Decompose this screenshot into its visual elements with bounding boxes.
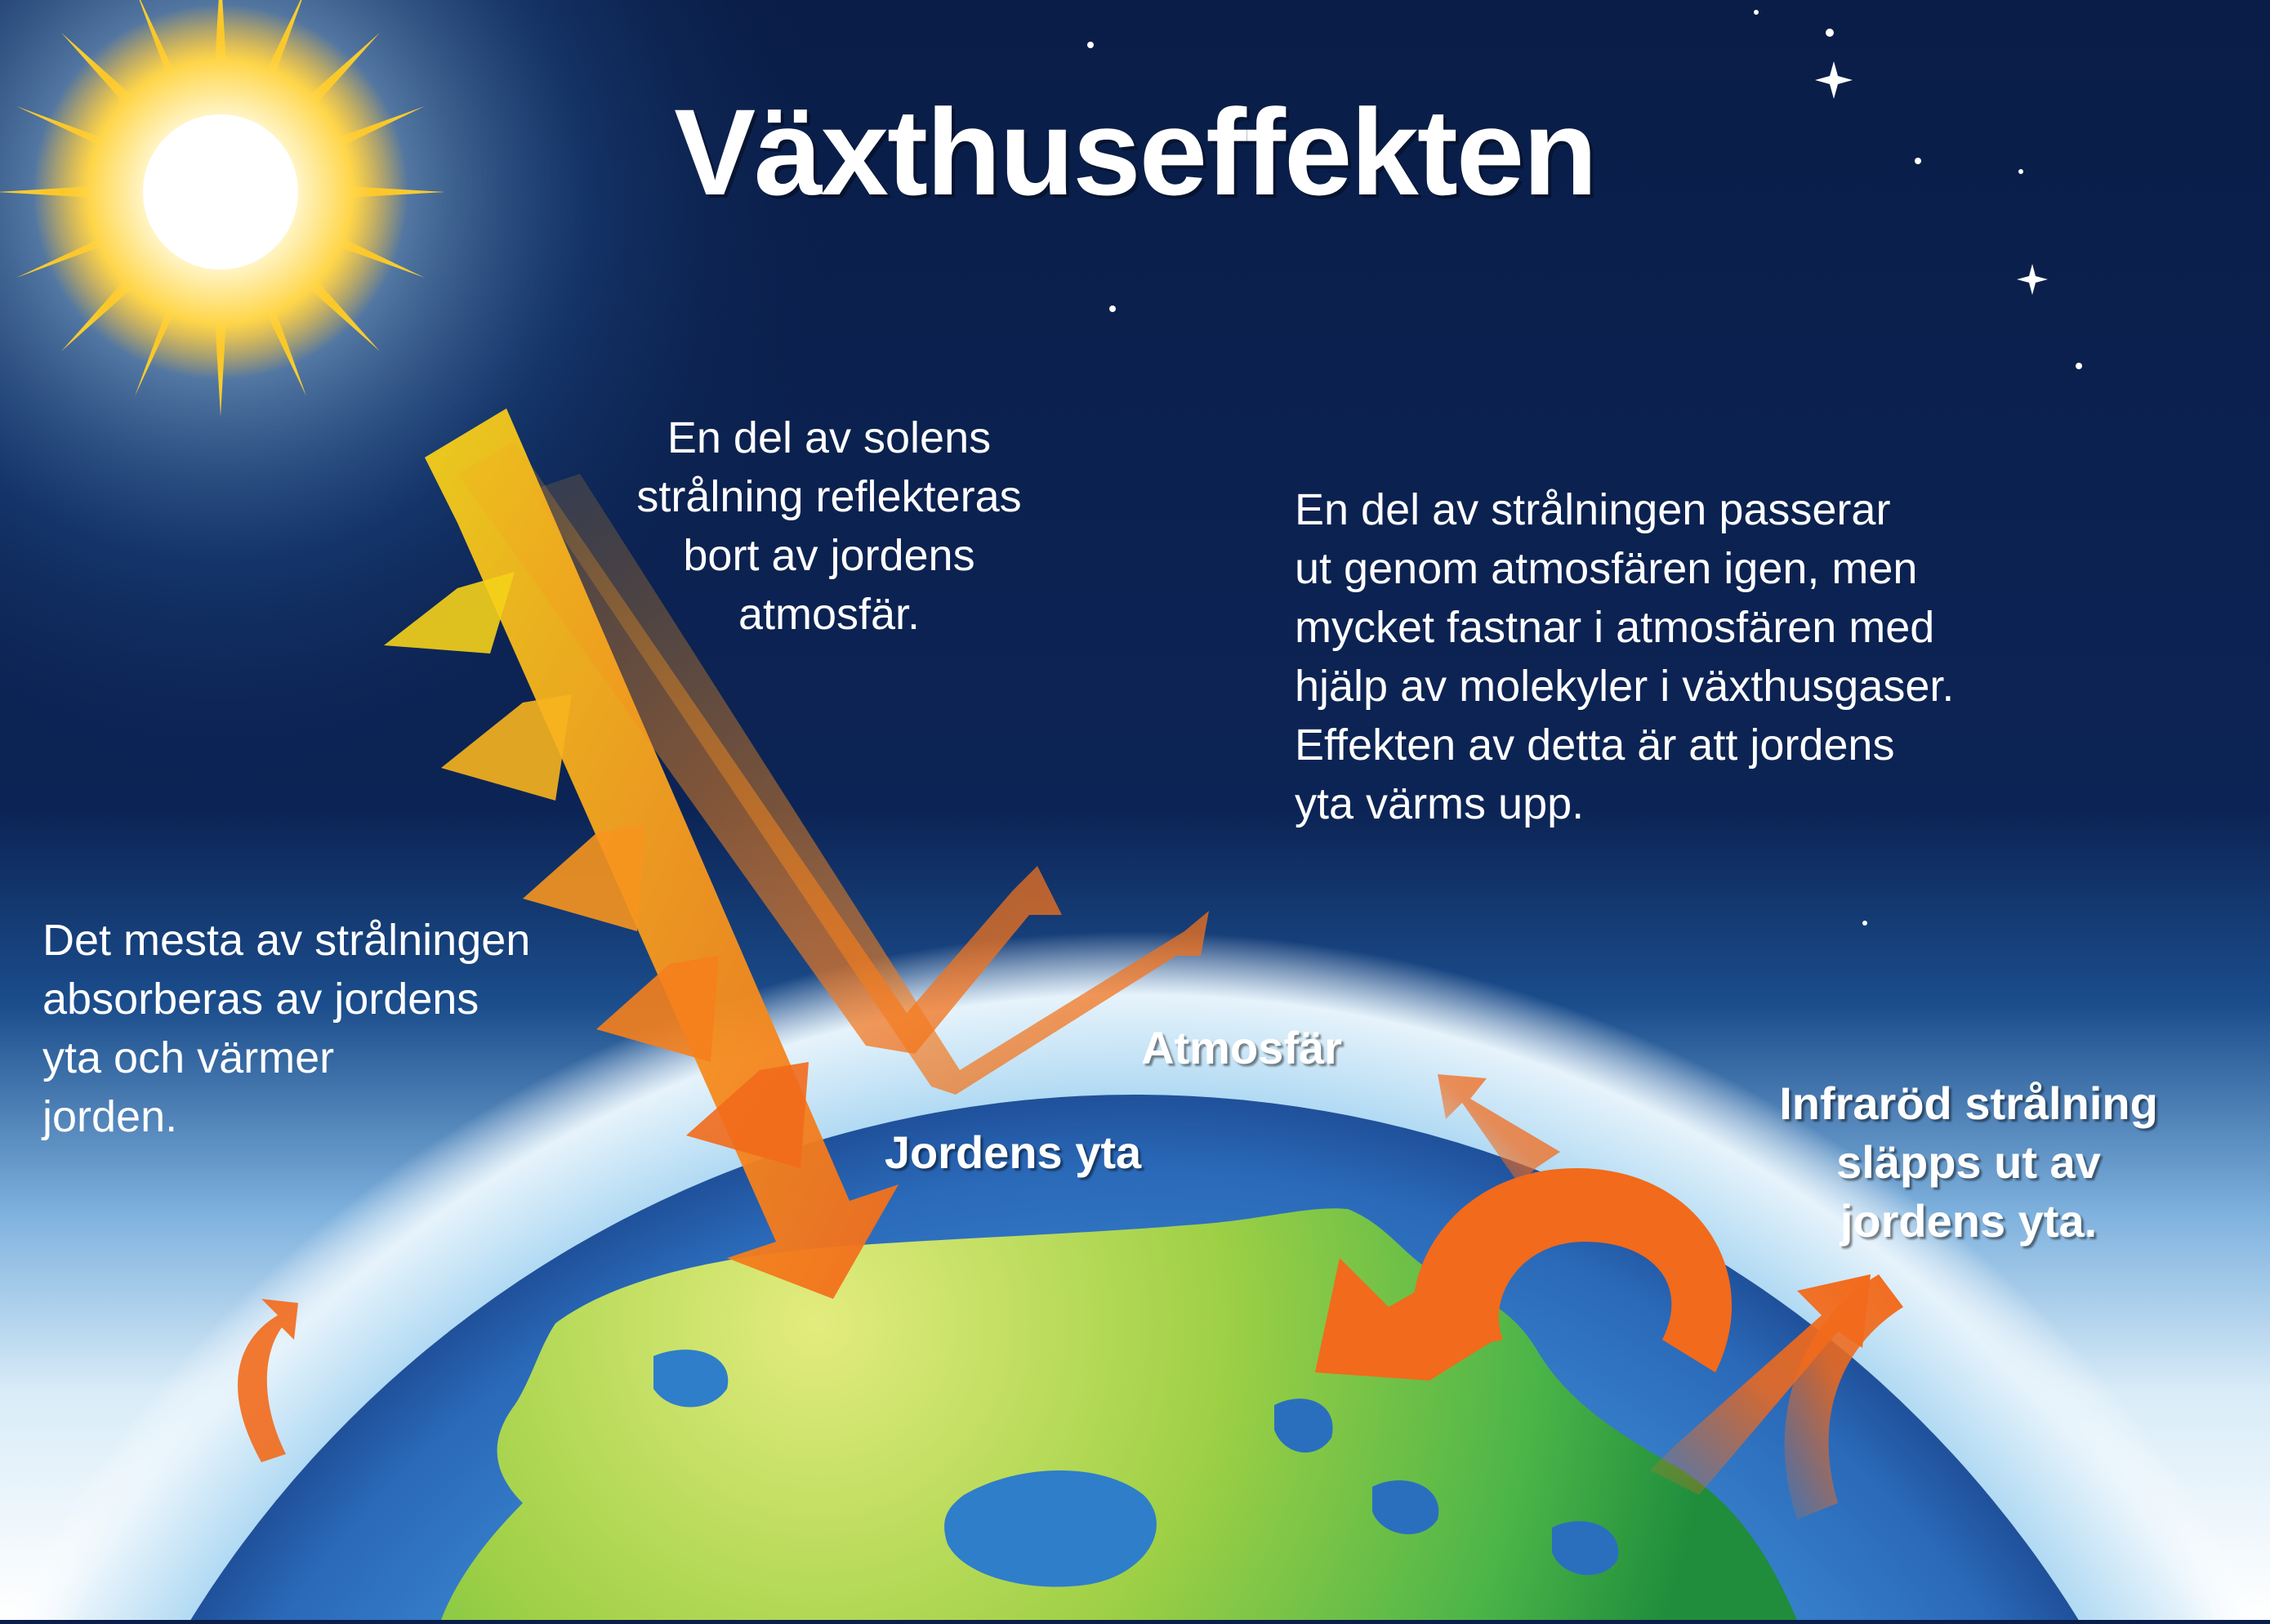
radiation-arrow-icon — [1412, 1168, 1733, 1372]
star-icon — [1862, 921, 1867, 926]
radiation-arrow-icon — [523, 825, 645, 931]
radiation-arrow-icon — [686, 1062, 809, 1168]
reflected-radiation-arrows — [457, 441, 1209, 1095]
star-icon — [1109, 306, 1116, 312]
earth-surface-label: Jordens yta — [884, 1127, 1142, 1178]
infrared-radiation-text: Infraröd strålning släpps ut av jordens … — [1779, 1077, 2158, 1247]
atmosphere-label: Atmosfär — [1141, 1022, 1342, 1073]
star-icon — [1826, 29, 1834, 37]
star-icon — [1087, 42, 1094, 48]
star-icon — [2018, 169, 2023, 174]
star-field — [1087, 10, 2082, 926]
star-icon — [2017, 264, 2048, 295]
radiation-arrow-icon — [238, 1299, 298, 1462]
infrared-arrows — [238, 1074, 1903, 1519]
star-icon — [1754, 10, 1759, 15]
reflected-radiation-text: En del av solens strålning reflekteras b… — [636, 413, 1022, 639]
sun-icon — [0, 0, 445, 417]
radiation-arrow-icon — [1315, 1258, 1495, 1381]
radiation-arrow-icon — [1438, 1074, 1560, 1185]
absorbed-radiation-text: Det mesta av strålningen absorberas av j… — [42, 916, 531, 1141]
radiation-arrow-icon — [441, 694, 572, 801]
diagram-title: Växthuseffekten — [674, 83, 1598, 221]
radiation-arrow-icon — [1650, 1274, 1871, 1495]
radiation-arrow-icon — [596, 956, 719, 1062]
star-icon — [2076, 363, 2082, 369]
radiation-arrow-icon — [531, 474, 1209, 1095]
radiation-arrow-icon — [384, 572, 515, 654]
greenhouse-explanation-text: En del av strålningen passerar ut genom … — [1295, 485, 1955, 828]
star-icon — [1915, 158, 1921, 164]
incoming-radiation-arrows — [384, 408, 899, 1299]
radiation-arrow-icon — [1784, 1274, 1903, 1519]
star-icon — [1815, 61, 1853, 99]
